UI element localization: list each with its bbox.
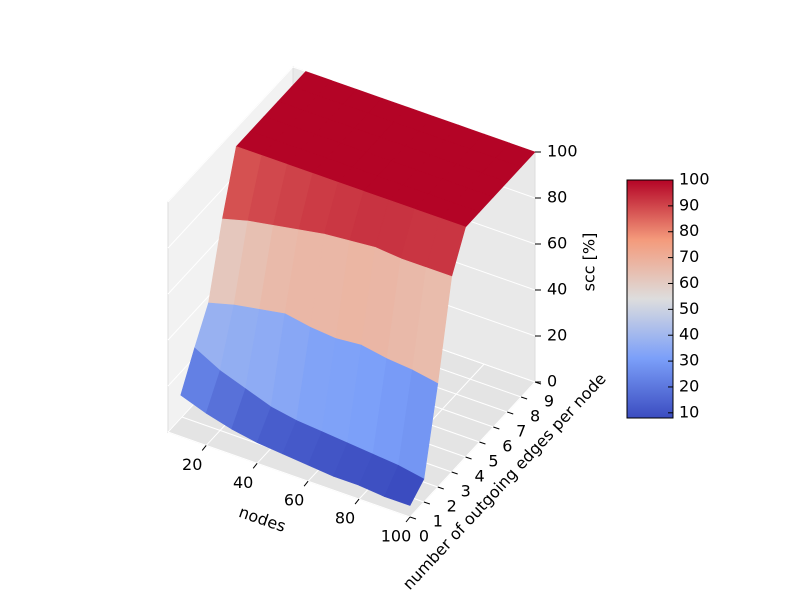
x-tick-label: 100 bbox=[381, 527, 412, 546]
y-tick-label: 5 bbox=[488, 452, 498, 471]
colorbar-tick-label: 100 bbox=[679, 170, 710, 189]
x-axis-label: nodes bbox=[236, 502, 288, 536]
y-tick bbox=[520, 396, 528, 400]
y-tick-label: 1 bbox=[433, 512, 443, 531]
y-tick bbox=[465, 456, 472, 460]
grid-line bbox=[167, 431, 411, 518]
y-tick-label: 3 bbox=[461, 482, 471, 501]
x-tick-label: 20 bbox=[182, 455, 202, 474]
colorbar bbox=[626, 179, 674, 419]
colorbar-tick-label: 20 bbox=[679, 376, 699, 395]
colorbar-tick-label: 10 bbox=[679, 402, 699, 421]
y-tick bbox=[493, 426, 500, 430]
x-tick-label: 80 bbox=[335, 509, 355, 528]
y-tick-label: 0 bbox=[419, 527, 429, 546]
x-tick bbox=[405, 516, 411, 523]
z-axis-label: scc [%] bbox=[580, 233, 599, 292]
z-tick-label: 60 bbox=[547, 234, 567, 253]
y-tick-label: 6 bbox=[502, 437, 512, 456]
colorbar-tick-label: 50 bbox=[679, 299, 699, 318]
y-tick bbox=[507, 411, 514, 415]
z-tick-label: 20 bbox=[547, 326, 567, 345]
x-tick bbox=[252, 463, 258, 469]
y-tick bbox=[534, 381, 542, 385]
x-tick bbox=[303, 480, 309, 487]
x-tick bbox=[201, 445, 207, 451]
x-tick-label: 60 bbox=[284, 491, 304, 510]
plot-area bbox=[167, 65, 536, 518]
surface-patch bbox=[384, 465, 425, 506]
colorbar-tick-label: 90 bbox=[679, 195, 699, 214]
y-tick-label: 4 bbox=[474, 467, 484, 486]
y-tick bbox=[423, 501, 431, 505]
z-tick-label: 40 bbox=[547, 280, 567, 299]
colorbar-tick-label: 80 bbox=[679, 221, 699, 240]
colorbar-tick-label: 40 bbox=[679, 325, 699, 344]
grid-line bbox=[409, 381, 536, 518]
y-tick bbox=[437, 486, 444, 490]
y-tick bbox=[409, 516, 417, 520]
z-tick-label: 0 bbox=[547, 372, 557, 391]
y-tick-label: 8 bbox=[530, 407, 540, 426]
z-tick-label: 80 bbox=[547, 188, 567, 207]
y-tick bbox=[451, 471, 458, 475]
y-tick-label: 9 bbox=[544, 392, 554, 411]
x-tick bbox=[354, 498, 360, 505]
x-tick-label: 40 bbox=[233, 473, 253, 492]
colorbar-tick-label: 30 bbox=[679, 351, 699, 370]
y-tick-label: 7 bbox=[516, 422, 526, 441]
y-tick-label: 2 bbox=[447, 497, 457, 516]
y-tick bbox=[479, 441, 486, 445]
z-tick-label: 100 bbox=[547, 142, 578, 161]
colorbar-tick-label: 60 bbox=[679, 273, 699, 292]
colorbar-tick-label: 70 bbox=[679, 247, 699, 266]
